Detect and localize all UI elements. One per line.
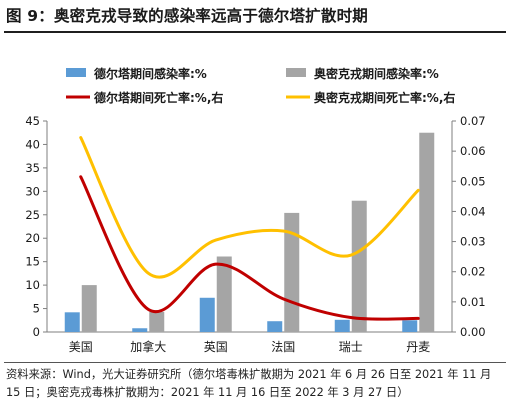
x-tick-label: 法国: [271, 340, 295, 354]
line-delta-death: [79, 175, 420, 321]
y-left-tick-label: 15: [25, 255, 40, 269]
y-left-tick-label: 45: [25, 114, 40, 128]
bar-delta-1: [132, 328, 148, 332]
bar-delta-3: [267, 321, 283, 332]
y-right-tick-label: 0.06: [460, 144, 486, 158]
legend-label: 奥密克戎期间死亡率:%,右: [314, 90, 455, 105]
y-right-tick-label: 0.07: [460, 114, 486, 128]
bar-omicron-4: [351, 200, 367, 332]
y-right-tick-label: 0.01: [460, 295, 486, 309]
y-right-tick-label: 0.04: [460, 204, 486, 218]
bar-delta-0: [64, 312, 80, 332]
y-left-tick-label: 5: [33, 302, 40, 316]
bar-omicron-1: [149, 311, 165, 332]
source-note: 资料来源：Wind，光大证券研究所（德尔塔毒株扩散期为 2021 年 6 月 2…: [6, 368, 492, 399]
chart: 德尔塔期间感染率:% 奥密克戎期间感染率:% 德尔塔期间死亡率:%,右 奥密克戎期间死…: [25, 66, 485, 354]
x-tick-label: 丹麦: [406, 340, 430, 354]
x-tick-label: 瑞士: [339, 340, 363, 354]
bar-omicron-5: [419, 132, 435, 332]
legend-swatch: [286, 68, 306, 77]
bar-omicron-2: [216, 256, 232, 332]
figure-title: 图 9：奥密克戎导致的感染率远高于德尔塔扩散时期: [6, 7, 368, 25]
y-right-tick-label: 0.00: [460, 325, 486, 339]
legend-swatch: [66, 68, 86, 77]
y-left-tick-label: 35: [25, 161, 40, 175]
title-divider: [4, 31, 506, 33]
bar-delta-5: [402, 320, 418, 332]
y-left-tick-label: 20: [25, 231, 40, 245]
y-left-tick-label: 25: [25, 208, 40, 222]
y-right-tick-label: 0.02: [460, 265, 486, 279]
y-right-tick-label: 0.05: [460, 174, 486, 188]
source-divider: [4, 362, 506, 363]
bar-delta-4: [334, 319, 350, 332]
axes: 0 5 10 15 20 25 30 35 40 45 0.00 0.01 0.02 0.03 0.04 0.…: [25, 114, 485, 339]
y-left-tick-label: 0: [33, 325, 40, 339]
x-tick-labels: 美国 加拿大 英国 法国 瑞士 丹麦: [69, 339, 431, 354]
line-omicron-death: [79, 136, 420, 279]
y-left-tick-label: 40: [25, 137, 40, 151]
legend: 德尔塔期间感染率:% 奥密克戎期间感染率:% 德尔塔期间死亡率:%,右 奥密克戎期间死…: [66, 66, 455, 105]
x-tick-label: 英国: [204, 340, 228, 354]
y-left-tick-label: 30: [25, 184, 40, 198]
bar-delta-2: [199, 297, 215, 332]
lines: [79, 136, 420, 321]
x-tick-label: 美国: [69, 340, 93, 354]
legend-label: 德尔塔期间死亡率:%,右: [94, 90, 223, 105]
y-left-tick-label: 10: [25, 278, 40, 292]
legend-label: 奥密克戎期间感染率:%: [314, 66, 439, 81]
y-right-tick-label: 0.03: [460, 235, 486, 249]
bar-omicron-0: [81, 285, 97, 332]
x-tick-label: 加拿大: [130, 339, 166, 354]
legend-label: 德尔塔期间感染率:%: [94, 66, 207, 81]
